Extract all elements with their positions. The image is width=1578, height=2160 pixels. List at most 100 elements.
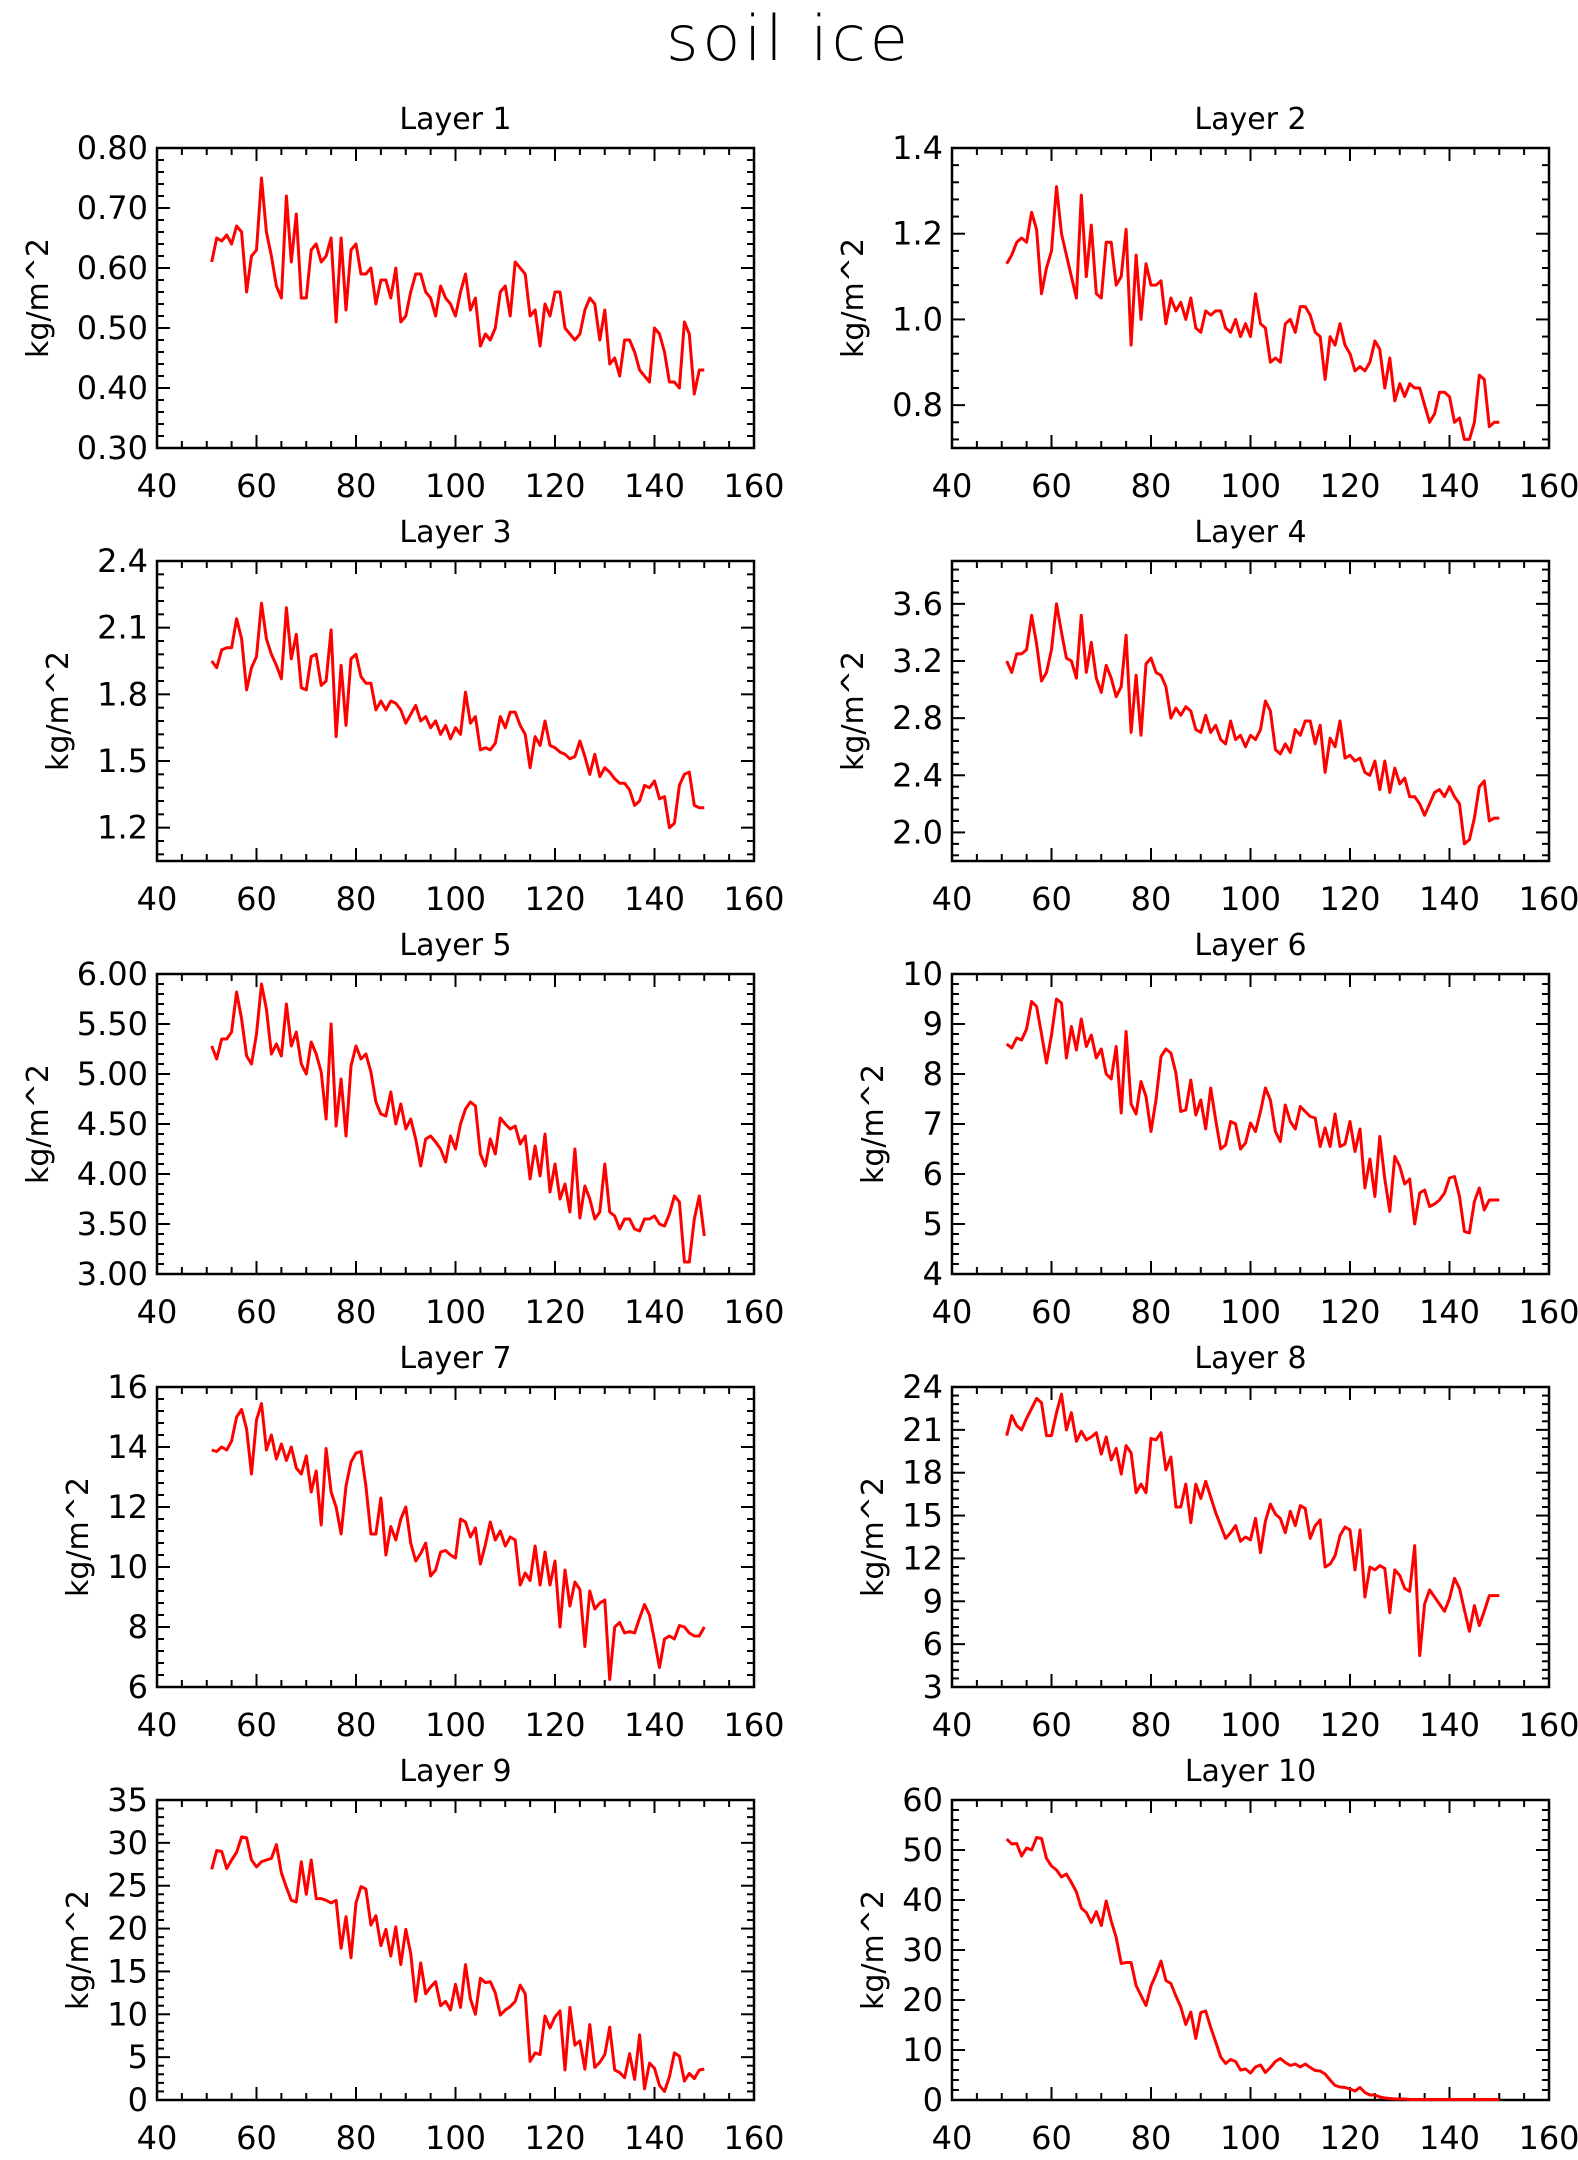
x-tick-label: 160 — [1518, 1706, 1578, 1744]
x-tick-label: 100 — [425, 1293, 486, 1331]
x-tick-label: 60 — [236, 1293, 277, 1331]
plot-frame — [155, 1798, 756, 2102]
panel-title: Layer 6 — [1194, 928, 1306, 963]
y-tick-label: 9 — [923, 1582, 943, 1620]
y-tick-label: 10 — [107, 1995, 148, 2033]
x-tick-label: 40 — [932, 1706, 973, 1744]
x-tick-label: 100 — [1220, 2119, 1281, 2157]
y-tick-label: 4.00 — [77, 1155, 148, 1193]
x-tick-label: 100 — [425, 2119, 486, 2157]
y-tick-label: 60 — [902, 1781, 943, 1819]
plot-frame — [155, 559, 756, 863]
y-tick-label: 0.8 — [892, 386, 943, 424]
chart-panel-8: Layer 8 40 60 80 100 120 140 160 3 6 9 12 15 18 21 24 kg… — [856, 1341, 1578, 1744]
y-tick-label: 0 — [128, 2081, 148, 2119]
y-tick-label: 8 — [923, 1055, 943, 1093]
x-tick-label: 120 — [1319, 1293, 1380, 1331]
y-tick-label: 12 — [902, 1539, 943, 1577]
panel-title: Layer 3 — [399, 515, 511, 550]
x-tick-label: 120 — [1319, 1706, 1380, 1744]
y-tick-label: 3.2 — [892, 642, 943, 680]
x-tick-label: 60 — [236, 880, 277, 918]
chart-panel-1: Layer 1 40 60 80 100 120 140 160 0.30 0.40 0.50 0.6… — [21, 102, 785, 505]
x-tick-label: 100 — [1220, 467, 1281, 505]
chart-panel-3: Layer 3 40 60 80 100 120 140 160 1.2 1.5 1.8 2.1 2.4… — [41, 515, 785, 918]
y-tick-label: 14 — [107, 1428, 148, 1466]
series-line — [1005, 1836, 1500, 2101]
x-tick-label: 120 — [524, 2119, 585, 2157]
series-line — [210, 982, 706, 1264]
x-tick-label: 140 — [1419, 1706, 1480, 1744]
x-tick-label: 80 — [336, 880, 377, 918]
x-tick-label: 160 — [1518, 2119, 1578, 2157]
x-tick-label: 160 — [723, 1293, 784, 1331]
panel-title: Layer 8 — [1194, 1341, 1306, 1376]
y-tick-label: 1.4 — [892, 129, 943, 167]
x-tick-label: 80 — [336, 2119, 377, 2157]
y-tick-label: 2.0 — [892, 813, 943, 851]
y-axis-label: kg/m^2 — [856, 1477, 891, 1597]
x-tick-label: 40 — [137, 880, 178, 918]
y-axis-label: kg/m^2 — [856, 1064, 891, 1184]
panel-title: Layer 5 — [399, 928, 511, 963]
y-tick-label: 1.2 — [97, 809, 148, 847]
x-tick-label: 40 — [932, 1293, 973, 1331]
y-tick-label: 30 — [107, 1824, 148, 1862]
x-tick-label: 80 — [1131, 880, 1172, 918]
y-tick-label: 6.00 — [77, 955, 148, 993]
plot-frame — [950, 146, 1551, 450]
chart-panel-7: Layer 7 40 60 80 100 120 140 160 6 8 10 12 14 16 kg/m^… — [61, 1341, 785, 1744]
x-tick-label: 40 — [137, 1293, 178, 1331]
y-tick-label: 2.1 — [97, 609, 148, 647]
panel-title: Layer 10 — [1185, 1754, 1316, 1789]
y-tick-label: 7 — [923, 1105, 943, 1143]
y-tick-label: 0 — [923, 2081, 943, 2119]
y-tick-label: 5 — [128, 2038, 148, 2076]
panel-title: Layer 2 — [1194, 102, 1306, 137]
y-axis-label: kg/m^2 — [61, 1890, 96, 2010]
y-tick-label: 2.4 — [892, 756, 943, 794]
x-tick-label: 40 — [932, 880, 973, 918]
y-tick-label: 25 — [107, 1867, 148, 1905]
y-tick-label: 0.50 — [77, 309, 148, 347]
x-tick-label: 60 — [236, 2119, 277, 2157]
figure-title: soil ice — [666, 2, 912, 75]
y-tick-label: 15 — [902, 1497, 943, 1535]
x-tick-label: 60 — [1031, 2119, 1072, 2157]
y-tick-label: 4.50 — [77, 1105, 148, 1143]
y-tick-label: 10 — [107, 1548, 148, 1586]
x-tick-label: 120 — [524, 1706, 585, 1744]
x-tick-label: 140 — [1419, 1293, 1480, 1331]
x-tick-label: 140 — [624, 880, 685, 918]
x-tick-label: 120 — [1319, 880, 1380, 918]
y-tick-label: 2.4 — [97, 542, 148, 580]
series-line — [1005, 185, 1500, 441]
x-tick-label: 140 — [624, 1293, 685, 1331]
x-tick-label: 120 — [524, 1293, 585, 1331]
x-tick-label: 60 — [236, 1706, 277, 1744]
x-tick-label: 40 — [137, 467, 178, 505]
x-tick-label: 80 — [336, 1293, 377, 1331]
x-tick-label: 60 — [236, 467, 277, 505]
chart-panel-4: Layer 4 40 60 80 100 120 140 160 2.0 2.4 2.8 3.2 3.6… — [836, 515, 1578, 918]
x-tick-label: 160 — [1518, 1293, 1578, 1331]
x-tick-label: 80 — [1131, 1293, 1172, 1331]
x-tick-label: 120 — [1319, 467, 1380, 505]
y-tick-label: 24 — [902, 1368, 943, 1406]
y-tick-label: 15 — [107, 1952, 148, 1990]
x-tick-label: 140 — [624, 2119, 685, 2157]
x-tick-label: 40 — [137, 2119, 178, 2157]
x-tick-label: 40 — [932, 2119, 973, 2157]
y-tick-label: 0.30 — [77, 429, 148, 467]
y-tick-label: 3.00 — [77, 1255, 148, 1293]
chart-panel-9: Layer 9 40 60 80 100 120 140 160 0 5 10 15 20 25 30 35 k… — [61, 1754, 785, 2157]
y-tick-label: 8 — [128, 1608, 148, 1646]
series-line — [210, 176, 705, 396]
series-line — [1005, 602, 1500, 846]
y-tick-label: 10 — [902, 2031, 943, 2069]
x-tick-label: 100 — [1220, 880, 1281, 918]
x-tick-label: 40 — [137, 1706, 178, 1744]
y-tick-label: 12 — [107, 1488, 148, 1526]
x-tick-label: 80 — [336, 467, 377, 505]
